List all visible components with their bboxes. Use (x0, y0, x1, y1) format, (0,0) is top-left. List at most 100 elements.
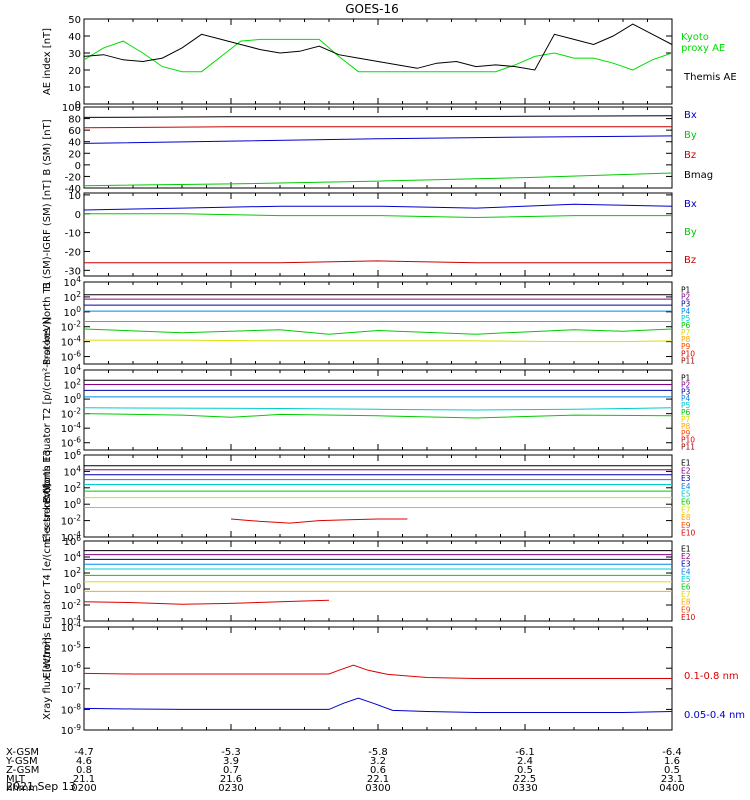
y-tick-label: 104 (63, 550, 81, 564)
x-axis-row-label: MLT (6, 774, 26, 785)
legend-entry-p1: P1 (681, 286, 691, 295)
y-tick-label: 40 (68, 32, 81, 43)
legend-entry-0-1-0-8-nm: 0.1-0.8 nm (684, 671, 739, 682)
y-tick-label: -20 (65, 172, 81, 183)
legend-entry-e3: E3 (681, 474, 691, 483)
y-axis-label: B (SM) [nT] (42, 119, 53, 175)
x-axis-value: 21.6 (220, 774, 242, 785)
legend-entry-e1: E1 (681, 459, 691, 468)
x-axis-value: -6.4 (662, 747, 682, 758)
series-line-e10 (83, 599, 330, 605)
y-tick-label: 10-2 (61, 598, 81, 612)
x-axis-value: 3.2 (370, 756, 386, 767)
y-axis-label: Protons North T1 (42, 281, 53, 365)
x-axis-value: 0200 (71, 783, 96, 794)
x-axis-value: -5.8 (368, 747, 388, 758)
legend-entry-p10: P10 (681, 436, 695, 445)
y-tick-label: 104 (63, 464, 81, 478)
y-tick-label: 0 (75, 100, 81, 111)
legend-entry-bx: Bx (684, 199, 697, 210)
x-axis-value: -6.1 (515, 747, 535, 758)
series-line-0-1-0-8-nm (83, 664, 672, 679)
y-tick-label: 20 (68, 149, 81, 160)
panel-frame (83, 454, 673, 538)
series-line-bx (83, 203, 673, 211)
x-axis-row-label: Y-GSM (5, 756, 38, 767)
legend-entry-p4: P4 (681, 307, 691, 316)
legend-entry-p3: P3 (681, 387, 691, 396)
panel-8: 10-9 10-8 10-7 10-6 10-5 10-4 Xray flux [W/m²]… (42, 620, 745, 737)
y-tick-label: 102 (63, 290, 81, 304)
y-tick-label: 10-8 (61, 702, 81, 716)
y-tick-label: 10-4 (61, 530, 81, 544)
series-line-kyoto-proxy-ae (83, 38, 673, 73)
legend-entry-p11: P11 (681, 356, 695, 365)
legend-entry-e1: E1 (681, 545, 691, 554)
y-tick-label: 10-4 (61, 421, 81, 435)
y-tick-label: 100 (62, 103, 81, 114)
y-tick-label: 50 (68, 15, 81, 26)
x-axis-value: 0230 (218, 783, 243, 794)
x-axis-value: 0400 (659, 783, 684, 794)
panel-frame (83, 540, 673, 622)
series-line-bmag (83, 115, 673, 118)
date-label: 2021 Sep 13 (6, 780, 76, 793)
y-tick-label: 104 (63, 275, 81, 289)
legend-entry-bz: Bz (684, 255, 696, 266)
y-axis-label: Xray flux [W/m²] (42, 637, 53, 720)
x-axis-value: 0300 (365, 783, 390, 794)
y-tick-label: 102 (63, 378, 81, 392)
y-axis-label: Electrons Equator T4 [e/(cm²-s-sr-keV)] (42, 483, 53, 678)
legend-entry-e4: E4 (681, 482, 691, 491)
legend-entry-bmag: Bmag (684, 170, 713, 181)
series-line-by (84, 213, 672, 219)
legend-entry-p9: P9 (681, 342, 691, 351)
y-tick-label: 10-9 (61, 723, 81, 737)
x-axis-value: 22.5 (514, 774, 536, 785)
legend-entry-kyoto: proxy AE (681, 43, 725, 54)
y-tick-label: 10-2 (61, 320, 81, 334)
x-axis-value: 0.8 (76, 765, 92, 776)
y-axis-label: Protons Equator T2 [p/(cm²-s-sr-keV)] (42, 317, 53, 504)
x-axis-table: X-GSM -4.7 -5.3 -5.8 -6.1 -6.4 Y-GSM 4.6 3.9 3.2 2… (5, 747, 685, 794)
y-tick-label: 80 (68, 115, 81, 126)
y-tick-label: 0 (75, 210, 81, 221)
x-axis-value: 0.5 (517, 765, 533, 776)
y-tick-label: 106 (63, 534, 81, 548)
y-tick-label: 100 (63, 582, 81, 596)
y-tick-label: 10 (68, 191, 81, 202)
y-tick-label: -20 (65, 247, 81, 258)
legend-entry-p11: P11 (681, 443, 695, 452)
legend-entry-p2: P2 (681, 293, 691, 302)
x-axis-row-label: Z-GSM (6, 765, 39, 776)
x-axis-value: 1.6 (664, 756, 680, 767)
y-tick-label: 10-4 (61, 614, 81, 628)
legend-entry-p4: P4 (681, 394, 691, 403)
series-line-themis-ae (83, 23, 673, 71)
x-axis-row-label: hhmm (6, 783, 38, 794)
y-tick-label: 102 (63, 566, 81, 580)
legend-entry-e7: E7 (681, 505, 691, 514)
series-line-bx (83, 135, 673, 144)
chart-title: GOES-16 (345, 2, 399, 16)
legend-entry-kyoto: Kyoto (681, 32, 709, 43)
legend-entry-p6: P6 (681, 408, 691, 417)
panel-frame (83, 192, 673, 277)
series-line-0-05-0-4-nm (83, 697, 673, 713)
series-line-e10 (230, 518, 408, 524)
y-tick-label: -30 (65, 266, 81, 277)
y-tick-label: 100 (63, 305, 81, 319)
x-axis-value: 0.6 (370, 765, 386, 776)
legend-entry-p6: P6 (681, 321, 691, 330)
legend-entry-p5: P5 (681, 314, 691, 323)
legend-entry-e5: E5 (681, 575, 691, 584)
legend-entry-p8: P8 (681, 422, 691, 431)
legend-entry-e10: E10 (681, 613, 696, 622)
x-axis-value: 22.1 (367, 774, 389, 785)
legend-entry-p3: P3 (681, 300, 691, 309)
legend-entry-by: By (684, 130, 697, 141)
x-axis-value: 0330 (512, 783, 537, 794)
y-tick-label: 106 (63, 448, 81, 462)
